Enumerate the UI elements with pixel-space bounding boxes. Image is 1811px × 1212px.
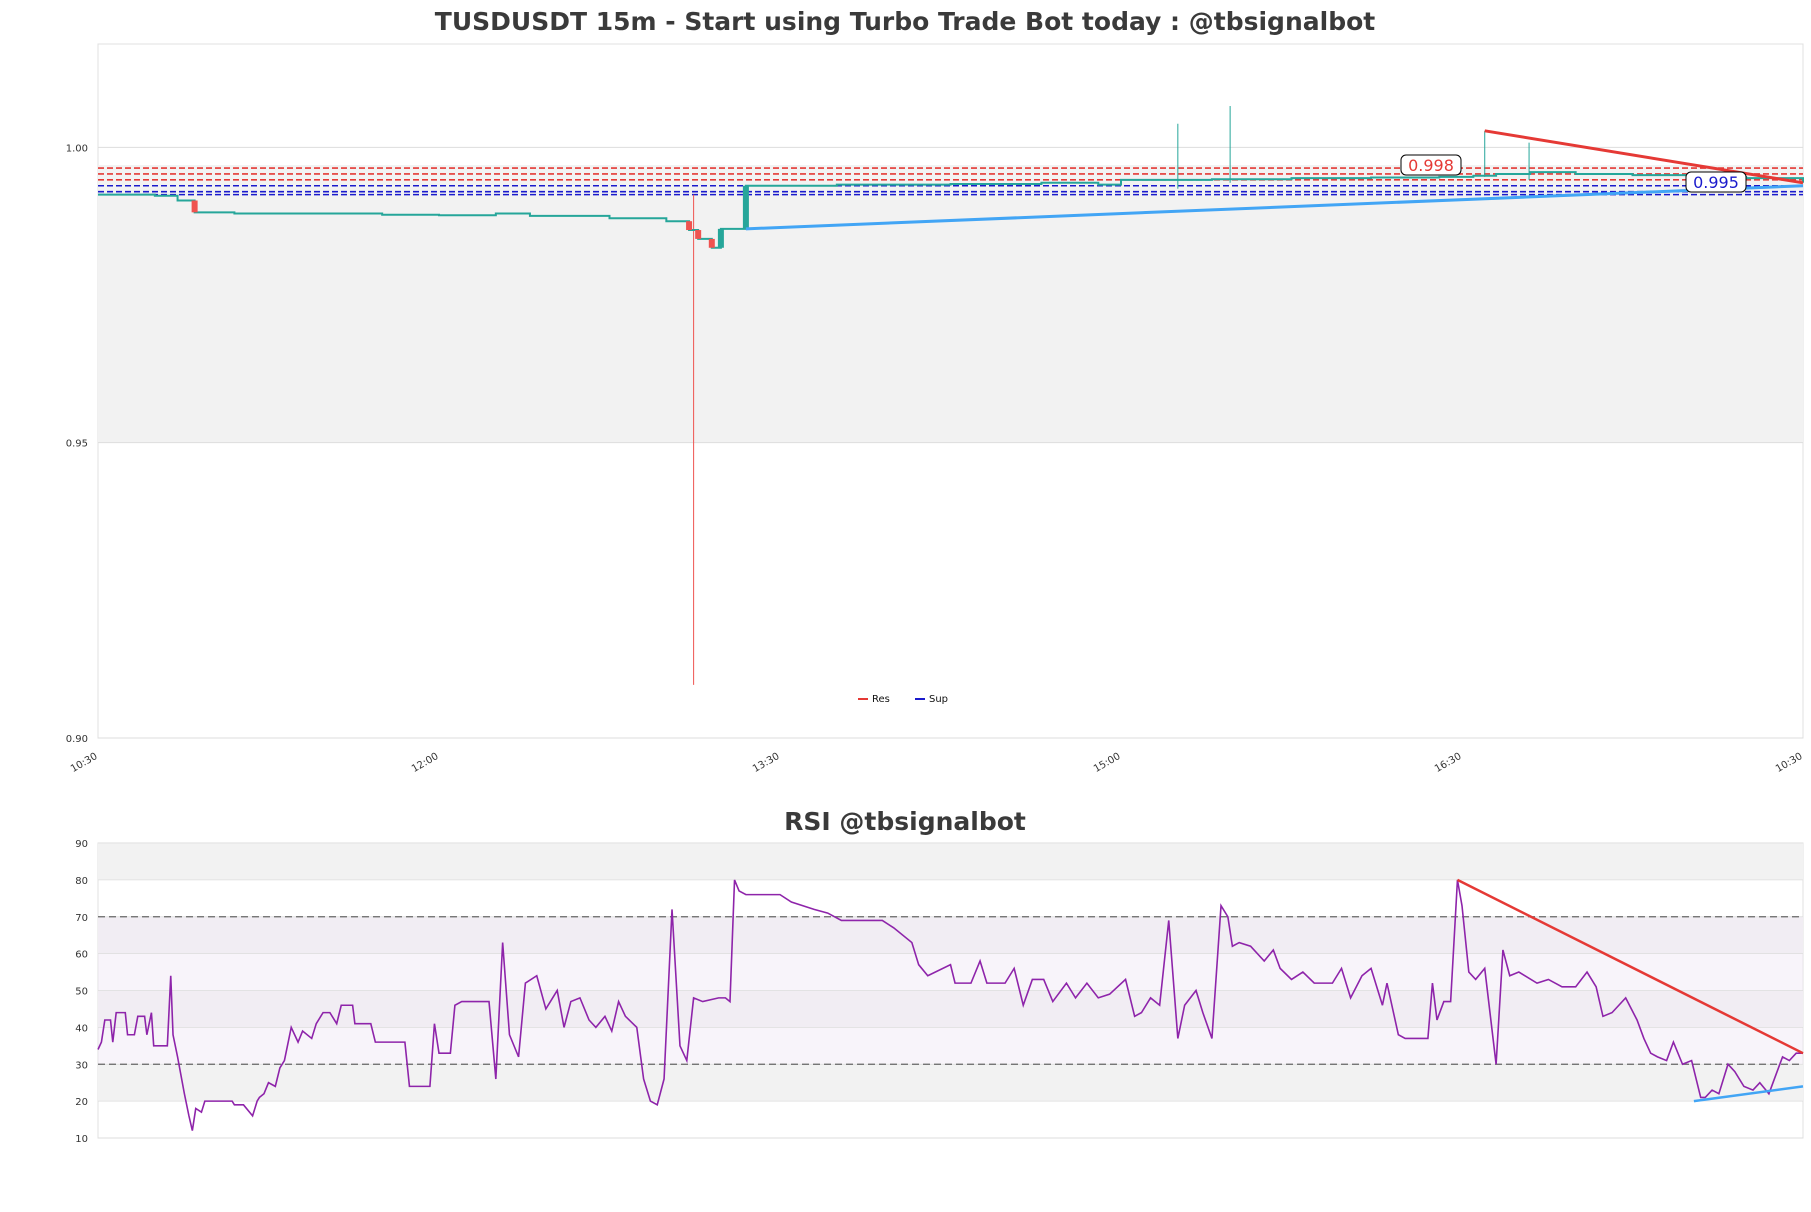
price-shaded-band <box>98 165 1803 443</box>
price-y-tick-label: 0.90 <box>66 734 88 745</box>
price-x-tick-label: 10:30 <box>1774 751 1804 775</box>
rsi-shaded-band <box>98 1064 1803 1102</box>
legend-label-res: Res <box>872 694 890 705</box>
rsi-y-tick-label: 60 <box>75 950 88 961</box>
rsi-y-tick-label: 10 <box>75 1134 88 1145</box>
rsi-trendline-resistance <box>1456 878 1804 1055</box>
rsi-y-tick-label: 40 <box>75 1023 88 1034</box>
rsi-trendline-support <box>1693 1085 1804 1103</box>
rsi-y-tick-label: 50 <box>75 987 88 998</box>
price-panel: 0.90 0.95 1.00 10:30 12:00 13:30 15:00 16:30 10:… <box>66 43 1805 775</box>
rsi-shaded-band <box>98 990 1803 1028</box>
resistance-price-badge-text: 0.998 <box>1408 156 1454 175</box>
price-y-tick-label: 0.95 <box>66 439 88 450</box>
main-chart-title: TUSDUSDT 15m - Start using Turbo Trade B… <box>435 7 1375 36</box>
candle-body <box>717 228 724 248</box>
price-y-tick-label: 1.00 <box>66 143 88 154</box>
rsi-panel: 10 20 30 40 50 60 70 80 90 <box>75 839 1804 1145</box>
price-legend: Res Sup <box>858 694 948 705</box>
price-x-tick-label: 16:30 <box>1433 751 1463 775</box>
rsi-y-tick-label: 90 <box>75 839 88 850</box>
price-x-tick-label: 13:30 <box>751 751 781 775</box>
rsi-shaded-band <box>98 843 1803 880</box>
price-x-tick-label: 15:00 <box>1092 751 1122 775</box>
price-trendline-support <box>745 184 1804 231</box>
candle-body <box>191 200 198 213</box>
price-x-tick-label: 10:30 <box>69 751 99 775</box>
price-close-line <box>98 171 1804 249</box>
candle-body <box>686 221 693 231</box>
rsi-chart-title: RSI @tbsignalbot <box>784 807 1026 836</box>
candle-body <box>742 185 749 229</box>
rsi-shaded-band <box>98 916 1803 954</box>
candle-body <box>708 238 715 248</box>
price-trendline-resistance <box>1484 129 1804 185</box>
candle-body <box>695 230 702 239</box>
legend-label-sup: Sup <box>929 694 948 705</box>
support-price-badge: 0.995 <box>1685 171 1747 193</box>
support-price-badge-box <box>1685 171 1747 193</box>
resistance-price-badge-box <box>1400 154 1462 176</box>
rsi-y-tick-label: 80 <box>75 876 88 887</box>
rsi-y-tick-label: 70 <box>75 913 88 924</box>
rsi-y-tick-label: 30 <box>75 1060 88 1071</box>
price-x-tick-label: 12:00 <box>410 751 440 775</box>
support-price-badge-text: 0.995 <box>1693 173 1739 192</box>
rsi-line <box>97 879 1803 1131</box>
rsi-y-tick-label: 20 <box>75 1097 88 1108</box>
resistance-price-badge: 0.998 <box>1400 154 1462 176</box>
